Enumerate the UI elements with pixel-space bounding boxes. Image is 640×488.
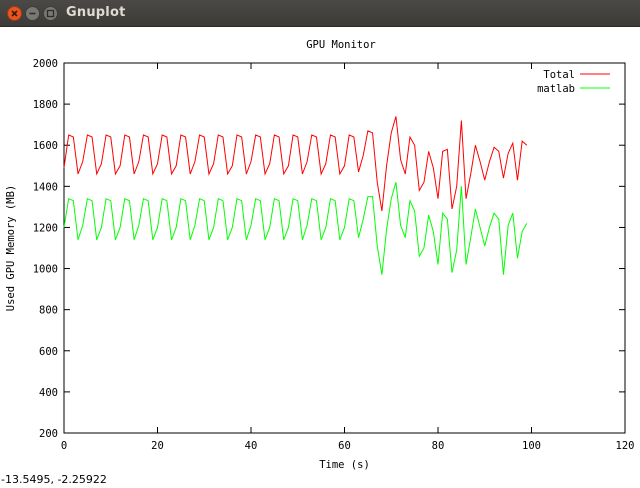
y-axis-label: Used GPU Memory (MB) xyxy=(5,185,17,311)
x-tick-label: 60 xyxy=(338,440,351,452)
y-tick-label: 400 xyxy=(39,387,58,399)
x-tick-label: 0 xyxy=(61,440,67,452)
maximize-icon xyxy=(46,9,55,18)
series-line-matlab xyxy=(63,182,528,275)
x-tick-label: 80 xyxy=(432,440,445,452)
x-tick-label: 20 xyxy=(151,440,164,452)
series-line-total xyxy=(63,116,528,212)
minimize-icon xyxy=(29,12,36,15)
x-axis-label: Time (s) xyxy=(319,459,370,471)
window-titlebar: Gnuplot xyxy=(0,0,640,27)
y-tick-label: 1800 xyxy=(33,99,58,111)
window-title: Gnuplot xyxy=(66,5,126,20)
legend-label: Total xyxy=(543,69,575,81)
close-icon xyxy=(11,10,18,17)
gpu-memory-chart: GPU Monitor 2004006008001000120014001600… xyxy=(5,39,635,471)
x-tick-label: 100 xyxy=(522,440,541,452)
minimize-button[interactable] xyxy=(25,6,40,21)
close-button[interactable] xyxy=(7,6,22,21)
y-tick-label: 1000 xyxy=(33,264,58,276)
legend: Total matlab xyxy=(537,69,610,95)
maximize-button[interactable] xyxy=(43,6,58,21)
y-tick-label: 1600 xyxy=(33,140,58,152)
y-tick-label: 600 xyxy=(39,346,58,358)
y-axis: 200 400 600 800 1000 1200 1400 1600 1800 2000 xyxy=(33,58,625,440)
status-bar: -13.5495, -2.25922 xyxy=(0,472,640,488)
y-tick-label: 200 xyxy=(39,428,58,440)
mouse-coordinates: -13.5495, -2.25922 xyxy=(1,473,107,486)
x-tick-label: 120 xyxy=(616,440,635,452)
plot-canvas[interactable]: GPU Monitor 200 400 600 800 1000 1200 1400 1600… xyxy=(0,27,640,472)
y-tick-label: 1400 xyxy=(33,181,58,193)
series-layer xyxy=(63,116,528,275)
y-tick-label: 800 xyxy=(39,305,58,317)
y-tick-label: 2000 xyxy=(33,58,58,70)
legend-label: matlab xyxy=(537,83,575,95)
y-tick-label: 1200 xyxy=(33,222,58,234)
chart-title: GPU Monitor xyxy=(306,39,376,51)
x-axis: 0 20 40 60 80 100 120 xyxy=(61,63,635,452)
plot-frame xyxy=(63,62,626,434)
x-tick-label: 40 xyxy=(245,440,258,452)
